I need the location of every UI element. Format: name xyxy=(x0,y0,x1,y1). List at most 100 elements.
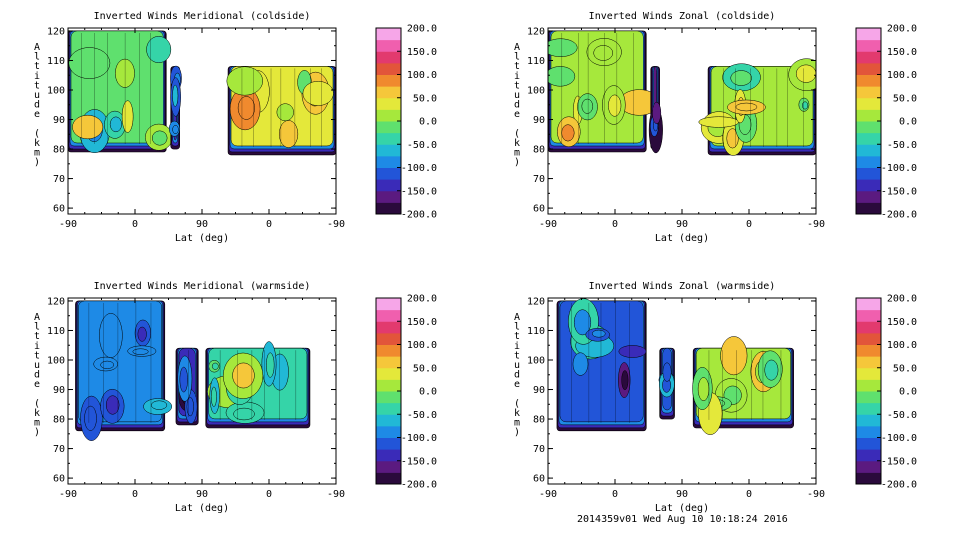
contour-cell xyxy=(621,370,629,391)
chart-title: Inverted Winds Meridional (coldside) xyxy=(94,11,311,22)
colorbar-swatch xyxy=(856,414,881,427)
colorbar-swatch xyxy=(856,309,881,322)
y-tick-label: 70 xyxy=(53,444,65,455)
colorbar-swatch xyxy=(856,28,881,41)
y-tick-label: 80 xyxy=(53,415,65,426)
colorbar-swatch xyxy=(856,39,881,52)
y-axis-label-char: A xyxy=(514,312,520,323)
y-tick-label: 120 xyxy=(47,26,65,37)
colorbar-swatch xyxy=(376,414,401,427)
colorbar-swatch xyxy=(376,28,401,41)
data-region xyxy=(75,300,173,441)
colorbar-swatch xyxy=(376,391,401,404)
x-tick-label: -90 xyxy=(59,219,77,230)
data-region xyxy=(648,66,663,154)
y-tick-label: 120 xyxy=(527,26,545,37)
colorbar-swatch xyxy=(856,62,881,75)
chart-svg: Inverted Winds Zonal (coldside) -90 0 90 0 -9… xyxy=(514,11,917,244)
y-axis-label-char: t xyxy=(34,61,40,72)
colorbar-swatch xyxy=(856,321,881,334)
colorbar-tick-label: -50.0 xyxy=(407,140,437,151)
colorbar-swatch xyxy=(376,109,401,122)
colorbar-swatch xyxy=(856,379,881,392)
y-axis-label-char: l xyxy=(514,52,520,63)
y-tick-label: 80 xyxy=(533,145,545,156)
colorbar-tick-label: -200.0 xyxy=(881,210,917,221)
colorbar-swatch xyxy=(376,62,401,75)
colorbar-swatch xyxy=(376,51,401,64)
chart-title: Inverted Winds Meridional (warmside) xyxy=(94,281,311,292)
contour-cell xyxy=(591,329,606,338)
x-tick-label: -90 xyxy=(327,219,345,230)
contour-cell xyxy=(795,64,816,83)
y-tick-label: 110 xyxy=(527,56,545,67)
chart-panel-4: Inverted Winds Zonal (warmside) -90 0 90 0 -9… xyxy=(480,270,960,540)
colorbar-swatch xyxy=(376,298,401,311)
chart-svg: Inverted Winds Meridional (coldside) -90 0… xyxy=(34,11,437,244)
contour-cell xyxy=(608,94,622,117)
colorbar-swatch xyxy=(856,132,881,145)
y-axis-label-char: ( xyxy=(514,128,520,139)
colorbar-swatch xyxy=(856,460,881,473)
contour-cell xyxy=(593,45,613,61)
colorbar-swatch xyxy=(376,472,401,485)
chart-panel-3: Inverted Winds Meridional (warmside) -90 0… xyxy=(0,270,480,540)
colorbar-tick-label: -150.0 xyxy=(401,186,437,197)
y-axis-label-char: t xyxy=(34,80,40,91)
colorbar-tick-label: 0.0 xyxy=(419,387,437,398)
colorbar-swatch xyxy=(856,367,881,380)
y-tick-label: 110 xyxy=(47,326,65,337)
chart-panel-2: Inverted Winds Zonal (coldside) -90 0 90 0 -9… xyxy=(480,0,960,270)
colorbar-tick-label: -50.0 xyxy=(887,410,917,421)
colorbar-swatch xyxy=(856,51,881,64)
colorbar-tick-label: 0.0 xyxy=(899,117,917,128)
y-axis-label-char: ( xyxy=(34,398,40,409)
colorbar-swatch xyxy=(376,449,401,462)
contour-cell xyxy=(172,125,179,135)
colorbar-swatch xyxy=(376,155,401,168)
contour-cell xyxy=(105,395,120,415)
colorbar-swatch xyxy=(856,86,881,99)
contour-cell xyxy=(68,47,111,79)
colorbar-swatch xyxy=(856,190,881,203)
colorbar-swatch xyxy=(856,109,881,122)
colorbar-swatch xyxy=(376,132,401,145)
y-axis-label-char: e xyxy=(514,379,520,390)
data-region xyxy=(556,298,647,432)
y-axis-label-char: u xyxy=(514,90,520,101)
contour-cell xyxy=(72,114,104,140)
colorbar-swatch xyxy=(856,155,881,168)
colorbar-tick-label: 100.0 xyxy=(887,70,917,81)
colorbar-swatch xyxy=(376,39,401,52)
contour-cell xyxy=(573,309,592,336)
contour-cell xyxy=(121,100,134,133)
colorbar-tick-label: -150.0 xyxy=(881,186,917,197)
contour-cell xyxy=(278,120,299,148)
x-tick-label: -90 xyxy=(59,489,77,500)
colorbar-swatch xyxy=(376,437,401,450)
contour-cell xyxy=(572,352,589,376)
colorbar-tick-label: 200.0 xyxy=(407,294,437,305)
data-region xyxy=(168,65,182,150)
colorbar-swatch xyxy=(856,437,881,450)
colorbar-tick-label: 100.0 xyxy=(887,340,917,351)
colorbar-swatch xyxy=(376,356,401,369)
y-tick-label: 60 xyxy=(533,204,545,215)
footer-timestamp: 2014359v01 Wed Aug 10 10:18:24 2016 xyxy=(577,514,788,525)
contour-cell xyxy=(764,359,779,381)
colorbar-swatch xyxy=(376,86,401,99)
contour-cell xyxy=(151,400,168,410)
contour-cell xyxy=(132,348,149,355)
colorbar-swatch xyxy=(856,344,881,357)
colorbar-tick-label: -150.0 xyxy=(401,456,437,467)
contour-cell xyxy=(697,377,710,402)
colorbar-swatch xyxy=(856,179,881,192)
contour-cell xyxy=(210,386,217,407)
colorbar-swatch xyxy=(376,74,401,87)
y-axis-label-char: e xyxy=(514,109,520,120)
colorbar-swatch xyxy=(376,121,401,134)
colorbar-tick-label: 50.0 xyxy=(893,363,917,374)
y-axis-label-char: i xyxy=(514,341,520,352)
y-axis-label-char: ) xyxy=(514,427,520,438)
